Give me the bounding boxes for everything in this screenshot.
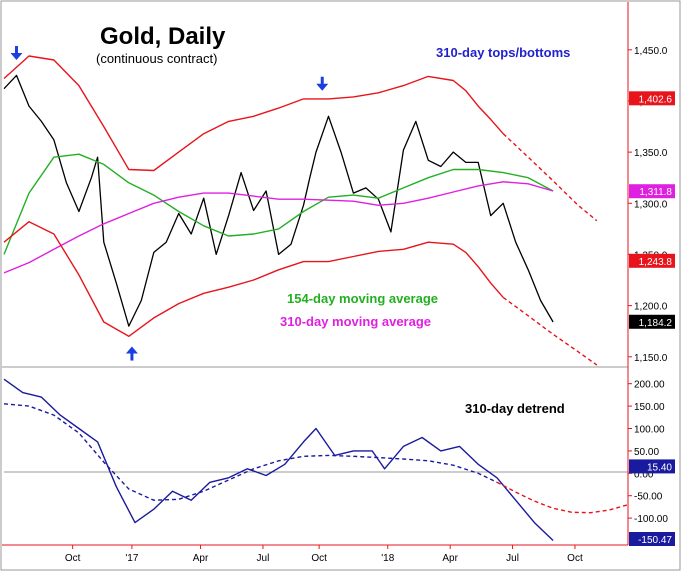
- y-tick-label: 1,300.0: [634, 199, 668, 210]
- x-tick-label: Apr: [193, 553, 209, 564]
- detrend-detrend-cycle-line: [3, 403, 498, 501]
- price-value-label: 1,243.8: [629, 253, 675, 268]
- x-tick-label: Jul: [506, 553, 519, 564]
- cycle-top-arrow: [316, 76, 329, 91]
- price-value-label: 1,311.8: [629, 184, 675, 199]
- detrend-value-label: -150.47: [629, 532, 675, 546]
- y-tick-label: 150.00: [634, 402, 665, 413]
- detrend-annotation: 310-day detrend: [465, 401, 565, 416]
- cycle-top-arrow: [10, 46, 23, 61]
- price-panel: Gold, Daily (continuous contract) 310-da…: [3, 23, 628, 473]
- x-tick-label: Apr: [442, 553, 458, 564]
- detrend-310-day-detrend-line: [3, 378, 554, 542]
- detrend-panel: 310-day detrend: [3, 378, 629, 542]
- y-tick-label: 1,150.0: [634, 353, 668, 364]
- tops-bottoms-annotation: 310-day tops/bottoms: [436, 45, 570, 60]
- x-tick-label: '18: [381, 553, 394, 564]
- x-tick-label: Oct: [65, 553, 81, 564]
- chart-subtitle: (continuous contract): [96, 51, 217, 66]
- y-tick-label: 200.00: [634, 380, 665, 391]
- svg-text:1,402.6: 1,402.6: [639, 94, 673, 105]
- cycle-bottom-arrow: [125, 346, 138, 361]
- price-310-day-moving-average-line: [3, 181, 554, 274]
- detrend-value-label: 15.40: [629, 459, 675, 474]
- x-tick-label: '17: [125, 553, 138, 564]
- y-tick-label: 50.00: [634, 447, 659, 458]
- y-tick-label: 0.00: [634, 469, 654, 480]
- ma310-annotation: 310-day moving average: [280, 314, 431, 329]
- price-154-day-moving-average-line: [3, 153, 554, 255]
- x-tick-label: Oct: [567, 553, 583, 564]
- detrend-detrend-cycle-projection-line: [496, 481, 629, 514]
- y-tick-label: 100.00: [634, 424, 665, 435]
- price-lower-band-projection-line: [502, 296, 598, 366]
- price-value-label: 1,184.2: [629, 314, 675, 329]
- y-tick-label: 1,200.0: [634, 302, 668, 313]
- svg-text:1,311.8: 1,311.8: [639, 187, 672, 198]
- x-tick-label: Jul: [257, 553, 270, 564]
- price-value-label: 1,402.6: [629, 91, 675, 106]
- chart-title: Gold, Daily: [100, 23, 226, 50]
- price-gold-price-line: [3, 74, 554, 327]
- y-tick-label: -100.00: [634, 514, 668, 525]
- ma154-annotation: 154-day moving average: [287, 291, 438, 306]
- x-tick-label: Oct: [311, 553, 327, 564]
- y-tick-label: 1,350.0: [634, 148, 668, 159]
- price-lower-310-day-band-line: [3, 220, 504, 337]
- y-tick-label: 1,450.0: [634, 46, 668, 57]
- svg-text:1,184.2: 1,184.2: [639, 318, 673, 329]
- svg-text:-150.47: -150.47: [638, 535, 672, 546]
- y-tick-label: -50.00: [634, 492, 663, 503]
- price-upper-band-projection-line: [502, 133, 598, 222]
- svg-text:1,243.8: 1,243.8: [639, 257, 673, 268]
- svg-text:15.40: 15.40: [647, 462, 672, 473]
- price-upper-310-day-band-line: [3, 55, 504, 172]
